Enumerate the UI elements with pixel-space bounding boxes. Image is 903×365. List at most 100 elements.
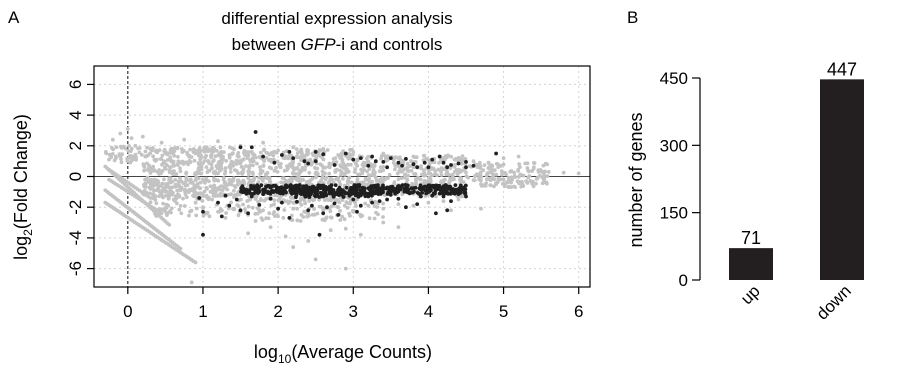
x-tick-label: 6: [574, 302, 583, 321]
data-point: [466, 175, 470, 180]
data-point: [203, 181, 207, 185]
data-point: [188, 160, 193, 165]
data-point: [449, 163, 453, 167]
data-point: [336, 205, 341, 210]
data-point: [305, 148, 310, 152]
data-point: [308, 192, 313, 197]
data-point: [399, 184, 404, 189]
data-point: [306, 211, 311, 216]
data-point: [234, 162, 239, 166]
data-point: [488, 183, 493, 188]
data-point: [239, 159, 243, 164]
data-point: [471, 159, 476, 164]
data-point: [264, 184, 268, 189]
data-point: [151, 154, 156, 159]
x-axis-label-suffix: (Average Counts): [291, 342, 432, 362]
x-tick-label: 3: [349, 302, 358, 321]
data-point: [352, 189, 357, 194]
data-point: [405, 161, 410, 166]
data-point: [298, 219, 303, 223]
data-point: [229, 200, 234, 205]
data-point: [441, 160, 446, 165]
data-point: [306, 239, 311, 243]
data-point: [107, 157, 111, 162]
data-point: [224, 211, 229, 215]
data-point: [500, 172, 504, 177]
data-point: [218, 162, 223, 167]
data-point: [379, 156, 383, 161]
data-point: [281, 216, 286, 220]
data-point: [241, 202, 246, 207]
data-point: [227, 203, 232, 208]
data-point: [391, 158, 396, 162]
data-point: [400, 163, 404, 168]
data-point: [434, 211, 438, 216]
data-point: [346, 179, 351, 183]
data-point: [440, 187, 445, 192]
data-point: [396, 202, 401, 207]
data-point: [200, 199, 205, 203]
data-point: [449, 154, 453, 159]
data-point: [430, 157, 435, 162]
x-axis-label-subscript: 10: [278, 352, 292, 365]
data-point: [268, 196, 273, 201]
data-point: [231, 178, 236, 183]
data-point: [209, 153, 214, 157]
data-point: [287, 216, 292, 220]
data-point: [307, 170, 312, 175]
data-point: [311, 187, 316, 191]
data-point: [221, 184, 226, 189]
data-point: [221, 157, 226, 162]
data-point: [214, 188, 219, 193]
data-point: [276, 148, 280, 153]
series-not-significant: [103, 126, 581, 285]
data-point: [171, 150, 175, 154]
data-point: [235, 182, 240, 187]
chart-b-y-axis-label: number of genes: [626, 112, 646, 247]
data-point: [236, 213, 241, 218]
data-point: [317, 232, 322, 237]
data-point: [218, 207, 223, 211]
data-point: [291, 145, 296, 150]
data-point: [353, 167, 358, 172]
data-point: [483, 184, 488, 188]
data-point: [513, 175, 517, 180]
data-point: [331, 190, 336, 195]
data-point: [381, 206, 386, 211]
chart-a-x-axis: 0 1 2 3 4 5 6: [123, 287, 583, 321]
data-point: [444, 155, 449, 159]
data-point: [347, 211, 351, 216]
data-point: [453, 169, 457, 174]
data-point: [284, 168, 289, 173]
data-point: [407, 191, 412, 196]
data-point: [237, 154, 241, 159]
data-point: [291, 156, 296, 161]
data-point: [542, 176, 547, 181]
data-point: [486, 160, 491, 165]
data-point: [210, 197, 215, 202]
data-point: [179, 179, 184, 184]
data-point: [160, 162, 164, 167]
data-point: [491, 174, 495, 178]
data-point: [438, 167, 443, 172]
data-point: [195, 182, 200, 187]
data-point: [387, 172, 392, 177]
data-point: [381, 201, 385, 206]
data-point: [313, 159, 318, 164]
data-point: [343, 226, 348, 231]
data-point: [415, 191, 420, 195]
data-point: [159, 140, 164, 145]
data-point: [148, 151, 153, 156]
data-point: [319, 204, 323, 209]
data-point: [287, 162, 292, 167]
data-point: [249, 194, 254, 199]
data-point: [272, 198, 277, 203]
data-point: [228, 145, 232, 150]
data-point: [351, 157, 356, 162]
data-point: [344, 170, 349, 175]
data-point: [292, 167, 296, 172]
data-point: [200, 177, 205, 182]
data-point: [492, 168, 497, 173]
data-point: [216, 209, 220, 214]
data-point: [294, 193, 299, 198]
